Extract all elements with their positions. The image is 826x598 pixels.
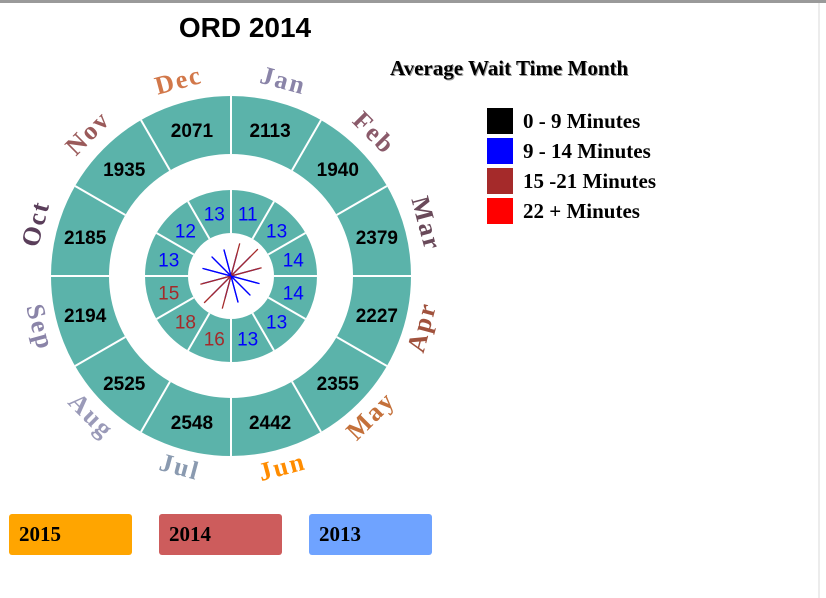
outer-separator bbox=[74, 336, 126, 367]
flight-count-label: 2379 bbox=[356, 228, 398, 249]
legend-item: 22 + Minutes bbox=[487, 196, 656, 226]
legend-label: 0 - 9 Minutes bbox=[523, 108, 641, 133]
month-label: Oct bbox=[15, 197, 55, 249]
legend-swatch bbox=[487, 198, 513, 224]
wait-minutes-label: 11 bbox=[238, 205, 258, 226]
outer-separator bbox=[291, 119, 322, 171]
flight-count-label: 2442 bbox=[249, 413, 291, 434]
flight-count-label: 1935 bbox=[103, 160, 146, 181]
top-border bbox=[0, 0, 826, 3]
flight-count-label: 2525 bbox=[103, 374, 146, 395]
outer-separator bbox=[140, 381, 171, 433]
flight-count-label: 2071 bbox=[171, 121, 214, 142]
inner-separator bbox=[156, 232, 195, 256]
legend: 0 - 9 Minutes 9 - 14 Minutes 15 -21 Minu… bbox=[487, 106, 656, 226]
wait-minutes-label: 12 bbox=[175, 221, 196, 242]
chart-title: ORD 2014 bbox=[178, 12, 312, 43]
wait-minutes-label: 13 bbox=[266, 313, 287, 334]
legend-swatch bbox=[487, 168, 513, 194]
wait-minutes-label: 13 bbox=[266, 221, 287, 242]
wait-minutes-label: 14 bbox=[283, 250, 305, 271]
month-label: Jul bbox=[156, 447, 203, 486]
month-label: Jan bbox=[257, 60, 309, 100]
legend-swatch bbox=[487, 108, 513, 134]
legend-label: 15 -21 Minutes bbox=[523, 168, 656, 193]
wait-minutes-label: 14 bbox=[283, 284, 305, 305]
legend-title: Average Wait Time Month bbox=[390, 56, 629, 80]
flight-count-label: 2185 bbox=[64, 228, 107, 249]
outer-separator bbox=[291, 381, 322, 433]
wait-minutes-label: 15 bbox=[158, 284, 179, 305]
wait-minutes-label: 16 bbox=[204, 329, 225, 350]
wait-minutes-label: 18 bbox=[175, 313, 196, 334]
right-border bbox=[818, 3, 820, 598]
legend-label: 9 - 14 Minutes bbox=[523, 138, 651, 163]
flight-count-label: 2355 bbox=[317, 374, 360, 395]
legend-item: 0 - 9 Minutes bbox=[487, 106, 656, 136]
inner-separator bbox=[251, 201, 275, 240]
flight-count-label: 2227 bbox=[356, 306, 398, 327]
year-2013-button[interactable]: 2013 bbox=[309, 514, 432, 555]
outer-separator bbox=[336, 336, 388, 367]
wait-spoke bbox=[223, 249, 239, 303]
month-label: Dec bbox=[152, 60, 206, 100]
inner-separator bbox=[187, 201, 211, 240]
flight-count-label: 2113 bbox=[249, 121, 290, 142]
inner-separator bbox=[187, 312, 211, 351]
flight-count-label: 2194 bbox=[64, 306, 107, 327]
inner-separator bbox=[267, 232, 306, 256]
inner-separator bbox=[156, 296, 195, 320]
outer-separator bbox=[336, 185, 388, 216]
flight-count-label: 2548 bbox=[171, 413, 213, 434]
wait-minutes-label: 13 bbox=[158, 250, 179, 271]
inner-separator bbox=[267, 296, 306, 320]
legend-swatch bbox=[487, 138, 513, 164]
year-2015-button[interactable]: 2015 bbox=[9, 514, 132, 555]
legend-item: 9 - 14 Minutes bbox=[487, 136, 656, 166]
legend-label: 22 + Minutes bbox=[523, 198, 640, 223]
outer-separator bbox=[140, 119, 171, 171]
outer-separator bbox=[74, 185, 126, 216]
wait-minutes-label: 13 bbox=[204, 205, 225, 226]
year-2014-button[interactable]: 2014 bbox=[159, 514, 282, 555]
month-label: Mar bbox=[405, 193, 447, 254]
legend-item: 15 -21 Minutes bbox=[487, 166, 656, 196]
flight-count-label: 1940 bbox=[317, 160, 359, 181]
inner-separator bbox=[251, 312, 275, 351]
wait-minutes-label: 13 bbox=[237, 329, 258, 350]
